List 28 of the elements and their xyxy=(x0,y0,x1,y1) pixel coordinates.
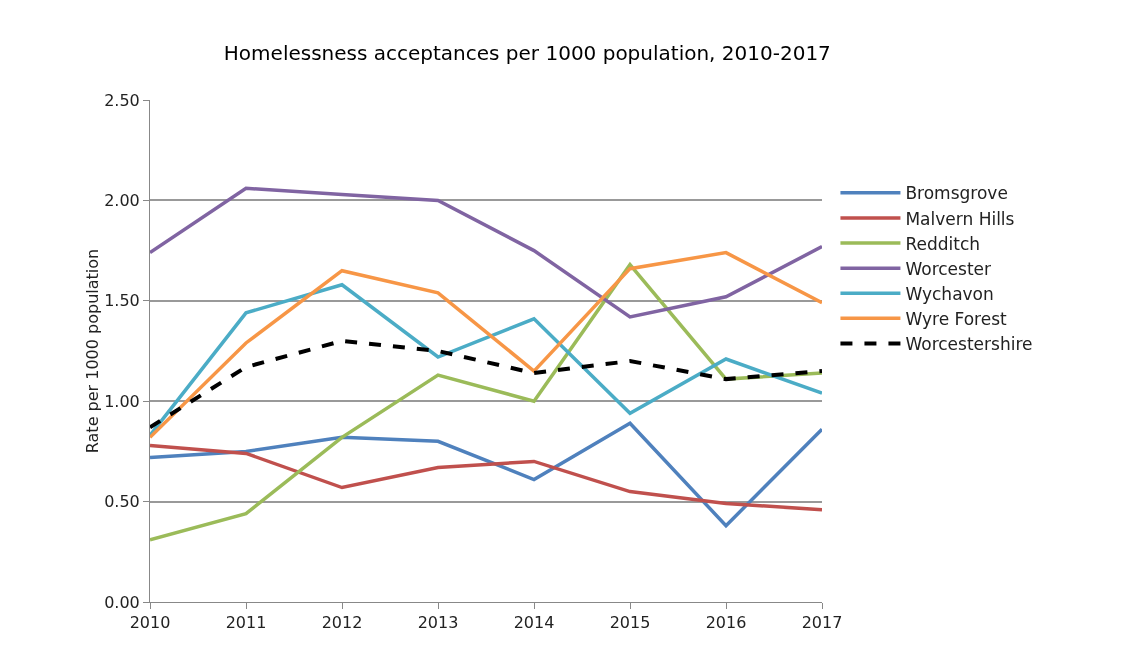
legend-label: Wyre Forest xyxy=(905,308,1007,329)
y-tick-label: 1.00 xyxy=(104,391,140,411)
line-series xyxy=(150,443,822,512)
x-tick-label: 2011 xyxy=(225,613,267,633)
legend-label: Malvern Hills xyxy=(905,208,1015,229)
y-tick-label: 2.50 xyxy=(104,90,140,110)
legend-label: Worcestershire xyxy=(905,334,1033,355)
x-tick-label: 2015 xyxy=(609,613,651,633)
y-tick-label: 1.50 xyxy=(104,291,140,311)
y-axis-title: Rate per 1000 population xyxy=(83,248,103,454)
y-tick-label: 0.00 xyxy=(104,592,140,612)
line-series xyxy=(150,421,822,528)
legend-label: Wychavon xyxy=(905,283,994,304)
x-tick-label: 2010 xyxy=(129,613,171,633)
y-tick-label: 0.50 xyxy=(104,492,140,512)
line-series xyxy=(150,186,822,319)
line-series xyxy=(150,338,822,430)
x-tick-label: 2014 xyxy=(513,613,555,633)
legend-label: Bromsgrove xyxy=(905,183,1008,204)
x-tick-label: 2017 xyxy=(801,613,843,633)
x-tick-label: 2012 xyxy=(321,613,363,633)
legend-label: Worcester xyxy=(905,258,992,279)
y-tick-label: 2.00 xyxy=(104,191,140,210)
legend-label: Redditch xyxy=(905,233,981,254)
chart-title: Homelessness acceptances per 1000 population, 2010-2017 xyxy=(223,41,831,66)
x-tick-label: 2016 xyxy=(705,613,747,633)
line-series xyxy=(150,250,822,440)
x-tick-label: 2013 xyxy=(417,613,459,633)
